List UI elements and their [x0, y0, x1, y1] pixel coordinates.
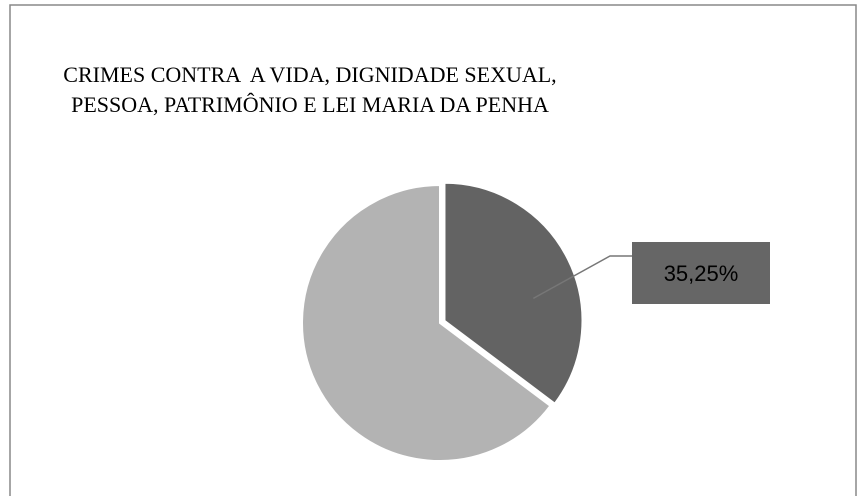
- chart-title: PESSOA, PATRIMÔNIO E LEI MARIA DA PENHA: [71, 92, 549, 117]
- pie-slice: [443, 181, 584, 406]
- data-label: 35,25%: [664, 261, 739, 286]
- data-label-box: [632, 242, 770, 304]
- pie-slice: [301, 183, 552, 462]
- leader-line: [532, 255, 632, 300]
- chart-title: CRIMES CONTRA A VIDA, DIGNIDADE SEXUAL,: [63, 62, 556, 87]
